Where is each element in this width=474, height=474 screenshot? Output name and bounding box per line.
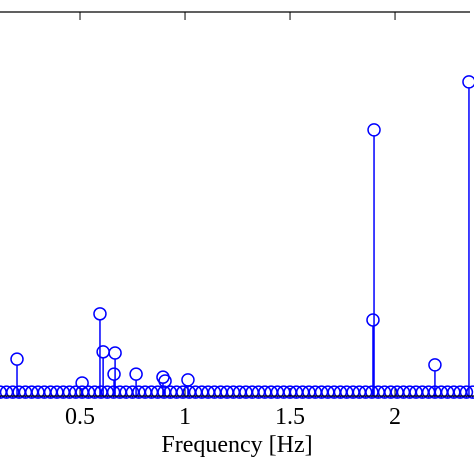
stem-marker (107, 367, 121, 381)
stem-marker (428, 358, 442, 372)
stem-marker (96, 345, 110, 359)
x-tick-label: 2 (389, 404, 401, 430)
x-tick-label: 0.5 (65, 404, 95, 430)
stem-marker (93, 307, 107, 321)
x-tick-label: 1.5 (275, 404, 305, 430)
stem-marker (366, 313, 380, 327)
stem-marker (158, 374, 172, 388)
x-axis-label: Frequency [Hz] (161, 432, 312, 458)
stem-marker (462, 75, 474, 89)
stem-marker (367, 123, 381, 137)
stem-marker (459, 385, 474, 399)
stem-marker (181, 373, 195, 387)
stem-marker (108, 346, 122, 360)
stem-marker (129, 367, 143, 381)
stem-marker (465, 385, 474, 399)
stem-marker (75, 376, 89, 390)
x-tick-label: 1 (179, 404, 191, 430)
stem-marker (10, 352, 24, 366)
